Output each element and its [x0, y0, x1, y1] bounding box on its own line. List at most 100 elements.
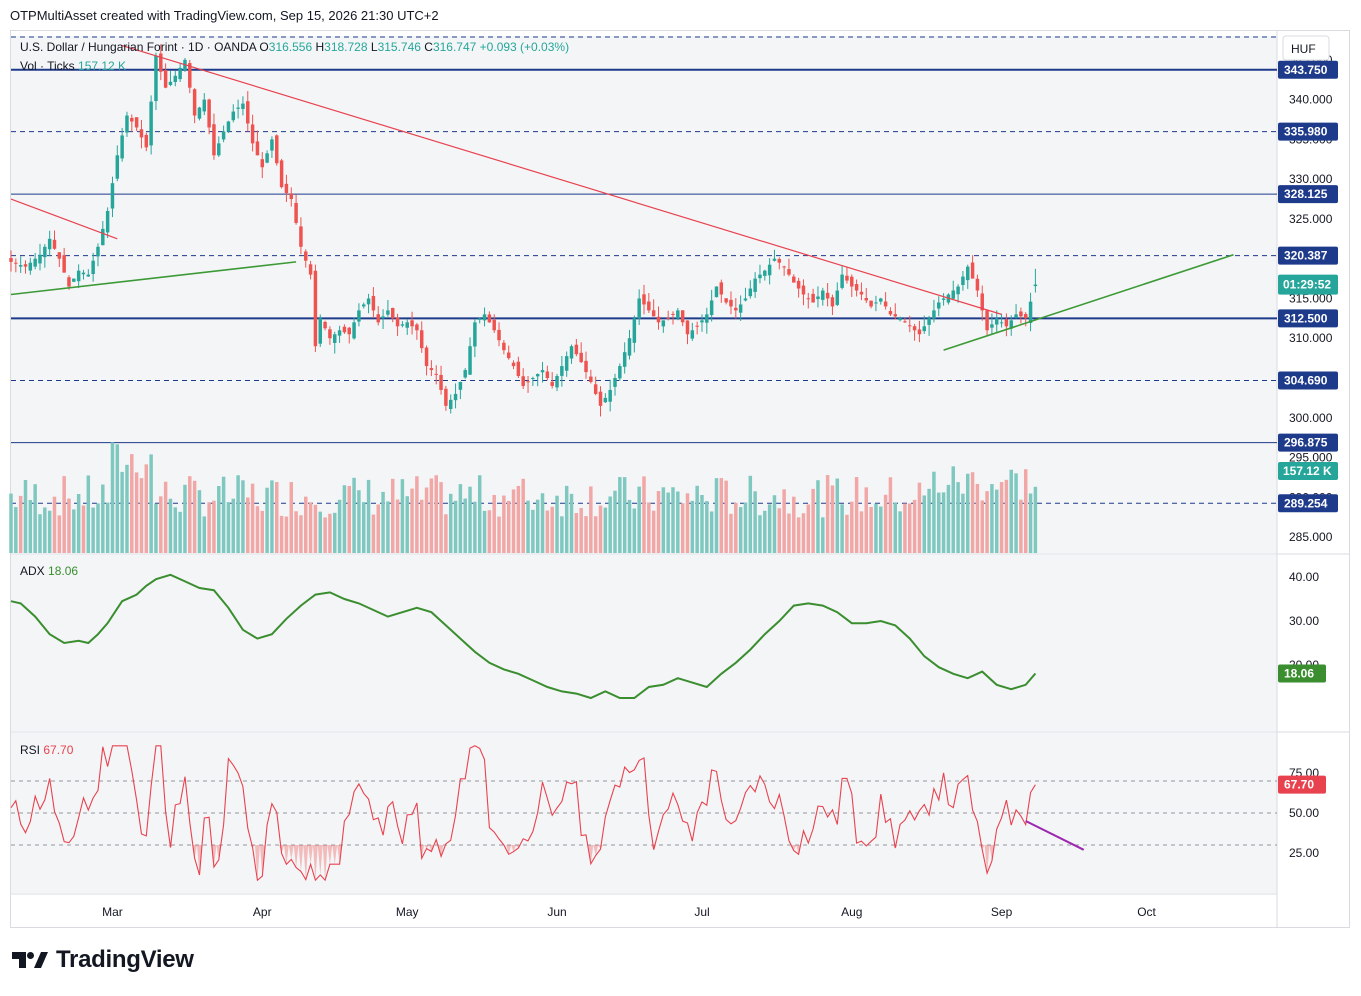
candle-body: [700, 320, 704, 323]
volume-bar: [680, 503, 685, 553]
candle-body: [231, 111, 236, 121]
candle-body: [284, 183, 289, 194]
candle: [811, 288, 815, 303]
candle-body: [516, 361, 521, 377]
volume-bar: [62, 476, 66, 553]
candle: [792, 274, 796, 283]
candle-body: [941, 298, 946, 300]
candle-body: [47, 238, 52, 250]
candle-body: [381, 316, 385, 319]
level-price-tag-label: 328.125: [1284, 187, 1328, 201]
price-tick-label: 300.000: [1289, 411, 1333, 425]
candle-body: [917, 329, 922, 335]
candle: [879, 297, 883, 305]
volume-bar: [110, 442, 115, 553]
candle: [564, 351, 569, 377]
candle-body: [506, 352, 511, 359]
candle-body: [342, 326, 347, 333]
candle: [23, 260, 28, 274]
candle: [1009, 315, 1013, 336]
candle-body: [76, 270, 81, 282]
volume-bar: [178, 511, 182, 553]
candle-body: [854, 284, 859, 291]
candle: [753, 272, 757, 298]
volume-bar: [463, 498, 467, 553]
volume-bar: [236, 475, 240, 553]
candle: [506, 345, 511, 360]
volume-bar: [270, 480, 274, 553]
candle-body: [598, 391, 603, 406]
candle-body: [966, 266, 970, 281]
candle: [821, 287, 825, 306]
volume-bar: [874, 503, 878, 553]
candle: [1033, 268, 1038, 293]
candle-body: [86, 274, 91, 277]
candle: [574, 338, 579, 357]
candle-body: [168, 81, 173, 85]
candle: [511, 360, 516, 370]
candle: [482, 307, 487, 327]
volume-bar: [506, 500, 511, 553]
candle-body: [922, 326, 926, 332]
volume-bar: [333, 512, 337, 553]
candle-body: [748, 288, 753, 297]
volume-bar: [946, 484, 951, 553]
candle-body: [139, 129, 144, 138]
candle: [197, 106, 202, 121]
volume-bar: [511, 489, 516, 553]
candle-body: [714, 286, 719, 298]
candle: [376, 306, 380, 326]
volume-bar: [589, 486, 593, 553]
candle: [110, 176, 115, 218]
candle: [38, 243, 42, 271]
volume-bar: [598, 505, 603, 553]
candle-body: [255, 141, 260, 156]
volume-bar: [357, 490, 361, 553]
volume-bar: [782, 489, 786, 553]
volume-bar: [120, 471, 124, 553]
volume-bar: [632, 508, 637, 553]
volume-bar: [816, 480, 820, 553]
volume-bar: [347, 485, 351, 553]
volume-bar: [840, 504, 844, 553]
candle-body: [1004, 319, 1009, 327]
volume-bar: [738, 507, 743, 553]
volume-bar: [134, 472, 139, 553]
candle: [956, 284, 960, 303]
candle: [540, 362, 545, 383]
volume-bar: [540, 493, 545, 553]
volume-bar: [990, 484, 994, 553]
candle: [666, 310, 670, 321]
volume-bar: [250, 483, 255, 553]
candle: [743, 287, 748, 302]
candle: [43, 244, 47, 268]
volume-bar: [666, 492, 670, 553]
candle: [859, 282, 864, 301]
volume-bar: [410, 488, 414, 553]
candle-body: [671, 313, 675, 315]
volume-bar: [313, 504, 318, 553]
candle-body: [236, 107, 240, 109]
candle-body: [415, 324, 419, 331]
candle: [468, 337, 472, 375]
candle: [424, 345, 429, 376]
month-tick-label: Mar: [102, 905, 123, 919]
volume-bar: [386, 501, 390, 553]
candle-body: [250, 124, 255, 144]
volume-bar: [289, 482, 293, 553]
volume-bar: [241, 480, 245, 553]
volume-bar: [1014, 473, 1018, 553]
candle-body: [729, 299, 733, 307]
candle: [966, 264, 970, 289]
volume-bar: [714, 478, 719, 553]
candle: [869, 300, 873, 309]
footer-logo[interactable]: TradingView: [12, 946, 194, 974]
candle-body: [217, 143, 221, 156]
volume-bar: [961, 493, 965, 553]
adx-tick-label: 40.00: [1289, 570, 1319, 584]
candle-body: [690, 330, 695, 339]
price-tick-label: 295.000: [1289, 451, 1333, 465]
candle-body: [9, 258, 13, 262]
candle: [772, 249, 777, 262]
